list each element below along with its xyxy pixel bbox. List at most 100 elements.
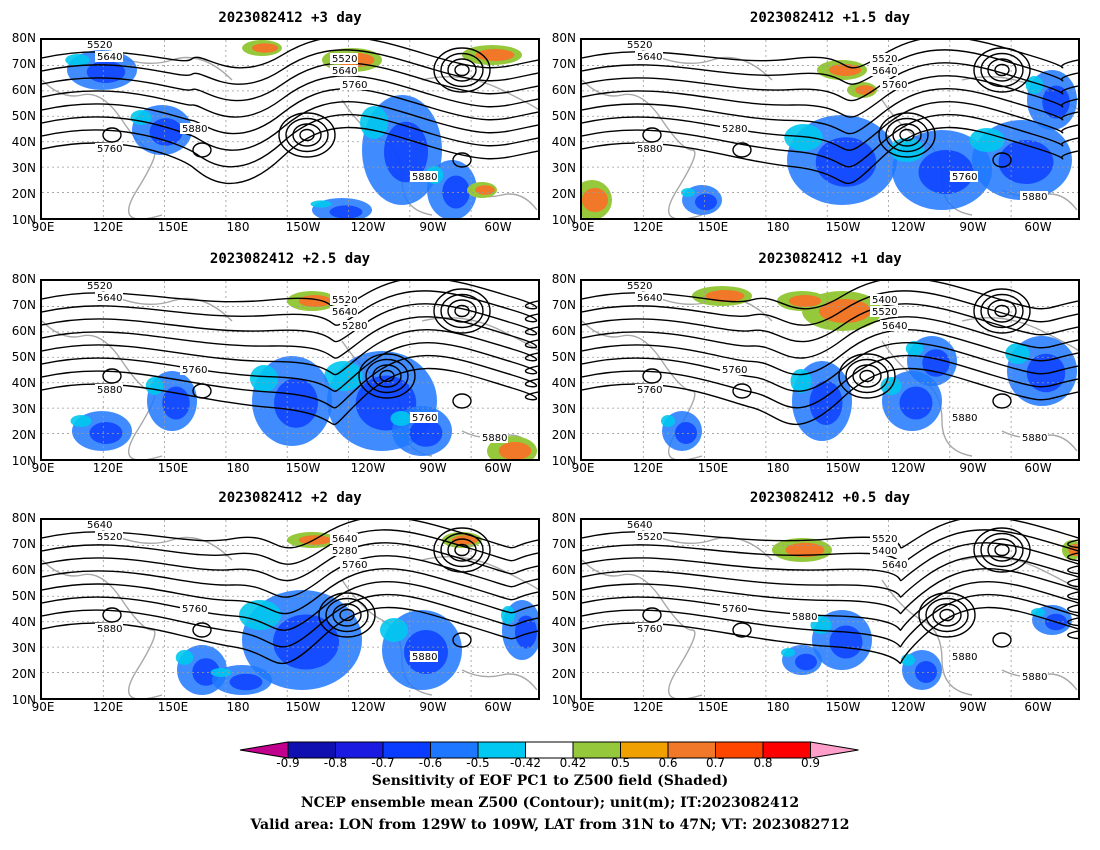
z500-contours: [582, 520, 1078, 665]
lon-tick-label: 90E: [31, 461, 55, 475]
contour-label: 5640: [332, 66, 357, 77]
contour-label: 5640: [627, 520, 652, 531]
lon-tick-label: 90W: [419, 461, 447, 475]
z500-contours: [42, 520, 538, 665]
panel-title: 2023082412 +1 day: [758, 251, 902, 267]
contour-label: 5640: [882, 560, 907, 571]
colorbar-tick-label: -0.7: [371, 756, 395, 770]
lat-tick-label: 10N: [551, 693, 576, 707]
lon-tick-label: 120W: [890, 700, 926, 714]
lon-tick-label: 120W: [350, 220, 386, 234]
lat-tick-label: 10N: [551, 213, 576, 227]
lat-tick-label: 60N: [11, 324, 36, 338]
lon-tick-label: 150W: [285, 220, 321, 234]
contour-label: 5760: [952, 172, 977, 183]
contour-label: 5760: [97, 144, 122, 155]
lon-tick-label: 90E: [571, 220, 595, 234]
contour-label: 5640: [637, 52, 662, 63]
lon-tick-label: 180: [766, 461, 790, 475]
lon-tick-label: 90W: [419, 220, 447, 234]
contour-label: 5880: [1022, 672, 1047, 683]
contour-label: 5640: [332, 534, 357, 545]
lon-tick-label: 120W: [350, 700, 386, 714]
contour-label: 5520: [332, 54, 357, 65]
map-panel: 5520 5640 5520 5640 5760 5880 5760 5880: [40, 38, 540, 220]
caption-line-3: Valid area: LON from 129W to 109W, LAT f…: [250, 817, 850, 833]
lat-tick-label: 30N: [11, 402, 36, 416]
contour-label: 5520: [637, 532, 662, 543]
lat-tick-label: 20N: [11, 187, 36, 201]
contour-label: 5520: [87, 40, 112, 51]
lon-tick-label: 150W: [285, 700, 321, 714]
panel-title: 2023082412 +2.5 day: [209, 251, 371, 267]
contour-label: 5520: [872, 307, 897, 318]
z500-contours: [42, 40, 538, 185]
lon-tick-label: 90W: [959, 700, 987, 714]
colorbar-tick-label: 0.7: [705, 756, 726, 770]
lat-tick-label: 10N: [11, 213, 36, 227]
lon-tick-label: 120E: [92, 461, 124, 475]
colorbar-tick-label: 0.6: [658, 756, 678, 770]
contour-label: 5640: [637, 293, 662, 304]
panel-title: 2023082412 +3 day: [218, 10, 362, 26]
lon-tick-label: 150E: [697, 700, 729, 714]
lon-tick-label: 150E: [697, 220, 729, 234]
contour-label: 5520: [97, 532, 122, 543]
lat-tick-label: 70N: [11, 537, 36, 551]
contour-label: 5520: [872, 534, 897, 545]
lon-tick-label: 150W: [825, 461, 861, 475]
lon-tick-label: 180: [766, 220, 790, 234]
contour-label: 5400: [872, 546, 897, 557]
contour-label: 5760: [637, 385, 662, 396]
contour-label: 5760: [882, 80, 907, 91]
contour-label: 5760: [182, 365, 207, 376]
contour-label: 5880: [952, 652, 977, 663]
map-panel: 5640 5520 5640 5280 5760 5760 5880 5880: [40, 518, 540, 700]
contour-label: 5880: [637, 144, 662, 155]
lon-tick-label: 90W: [959, 220, 987, 234]
contour-label: 5760: [637, 624, 662, 635]
lat-tick-label: 30N: [551, 641, 576, 655]
contour-label: 5520: [87, 281, 112, 292]
lat-tick-label: 60N: [11, 83, 36, 97]
lat-tick-label: 50N: [551, 350, 576, 364]
lat-tick-label: 80N: [551, 511, 576, 525]
lat-tick-label: 40N: [11, 376, 36, 390]
colorbar-tick-label: -0.8: [323, 756, 348, 770]
lat-tick-label: 30N: [11, 641, 36, 655]
lat-tick-label: 30N: [551, 161, 576, 175]
lon-tick-label: 60W: [1024, 461, 1052, 475]
lat-tick-label: 40N: [551, 135, 576, 149]
lat-tick-label: 20N: [551, 667, 576, 681]
lat-tick-label: 70N: [11, 57, 36, 71]
lat-tick-label: 60N: [551, 83, 576, 97]
contour-label: 5640: [872, 66, 897, 77]
colorbar-tick-label: 0.8: [753, 756, 773, 770]
lon-tick-label: 180: [226, 700, 250, 714]
contour-label: 5760: [412, 413, 437, 424]
lon-tick-label: 150E: [697, 461, 729, 475]
contour-label: 5880: [952, 413, 977, 424]
lon-tick-label: 120E: [632, 461, 664, 475]
lat-tick-label: 20N: [551, 428, 576, 442]
lat-tick-label: 30N: [551, 402, 576, 416]
lon-tick-label: 60W: [1024, 220, 1052, 234]
colorbar-tick-label: 0.5: [610, 756, 631, 770]
lat-tick-label: 10N: [551, 454, 576, 468]
contour-label: 5640: [882, 321, 907, 332]
lat-tick-label: 70N: [551, 537, 576, 551]
contour-label: 5520: [872, 54, 897, 65]
lon-tick-label: 90E: [571, 461, 595, 475]
contour-label: 5880: [412, 172, 437, 183]
colorbar-tick-label: -0.6: [418, 756, 443, 770]
lat-tick-label: 60N: [11, 563, 36, 577]
